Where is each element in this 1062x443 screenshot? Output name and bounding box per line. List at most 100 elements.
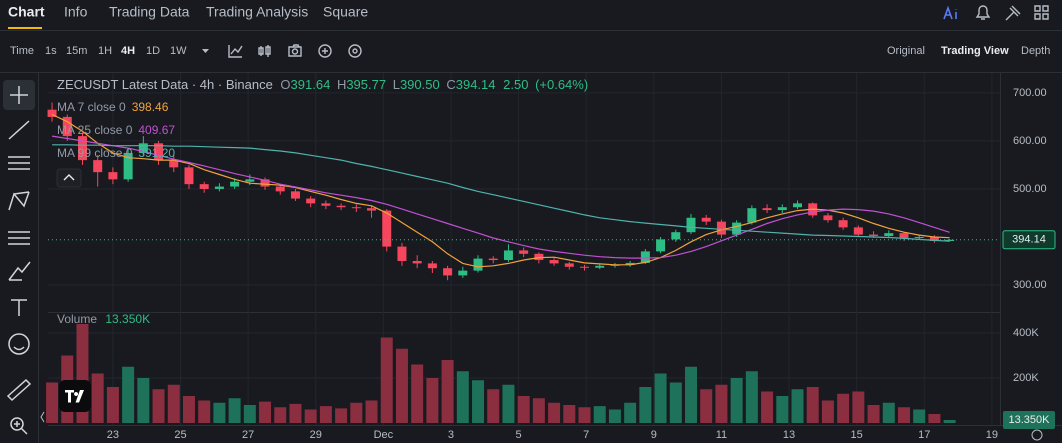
candle-body (169, 160, 179, 168)
volume-bar (776, 396, 789, 423)
ma-line (51, 113, 950, 268)
candle-body (519, 250, 529, 254)
volume-bar (943, 419, 956, 423)
candle-body (351, 207, 361, 209)
candle-body (945, 239, 955, 242)
volume-bar (472, 380, 485, 423)
volume-bar (213, 402, 226, 423)
dropdown-arrow[interactable] (202, 49, 209, 53)
x-tick-label: 29 (310, 429, 322, 441)
candle-body (549, 260, 559, 264)
candle-body (762, 208, 772, 211)
ohlc-label: H (337, 77, 346, 92)
interval[interactable]: 15m (66, 45, 87, 57)
left-toolbar (3, 73, 39, 443)
volume-bar (122, 366, 135, 423)
add-icon[interactable] (318, 44, 332, 58)
candle-body (62, 116, 72, 137)
candle-body (838, 220, 848, 228)
nav-tab[interactable]: Chart (8, 4, 45, 20)
pen-icon[interactable] (1005, 5, 1021, 21)
volume-bar (198, 400, 211, 423)
emoji-tool[interactable] (8, 333, 30, 355)
candle-body (747, 208, 757, 223)
camera-lens (291, 48, 299, 55)
nav-tab[interactable]: Trading Analysis (206, 4, 308, 20)
volume-bar (335, 408, 348, 423)
volume-bar (928, 414, 941, 423)
candle-body (412, 261, 422, 264)
candle-body (777, 207, 787, 211)
candle-body (732, 222, 742, 235)
candle-body (564, 263, 574, 267)
fib-tool[interactable] (8, 231, 30, 245)
grid-icon[interactable] (1034, 5, 1049, 20)
volume-bar (137, 378, 150, 423)
x-tick-label: 23 (107, 429, 119, 441)
volume-bar (882, 402, 895, 423)
interval: Time (10, 45, 34, 57)
volume-bar (685, 366, 698, 423)
volume-bar (548, 402, 561, 423)
candle-body (595, 265, 605, 268)
x-tick-label: 11 (716, 429, 727, 441)
indicator-icon[interactable] (228, 45, 243, 58)
hline-tool[interactable] (8, 156, 30, 170)
collapse-toolbar[interactable] (40, 411, 45, 423)
ohlc-label: C (446, 77, 455, 92)
view-option[interactable]: Trading View (941, 45, 1009, 57)
candle-body (138, 143, 148, 153)
candle-body (929, 236, 939, 242)
ai-icon[interactable] (943, 5, 957, 20)
interval[interactable]: 4H (121, 45, 135, 57)
volume-bar (837, 393, 850, 423)
interval[interactable]: 1D (146, 45, 160, 57)
zoom-tool[interactable] (10, 417, 24, 431)
volume-bar (852, 391, 865, 423)
last-volume-tag-bg (1003, 410, 1055, 429)
volume-bar (228, 398, 241, 423)
candle-body (367, 208, 377, 211)
candle-body (701, 217, 711, 222)
nav-tab[interactable]: Square (323, 4, 368, 20)
interval[interactable]: 1s (45, 45, 57, 57)
text-tool[interactable] (11, 299, 27, 316)
ruler-tool[interactable] (6, 378, 32, 402)
chart-legend: ZECUSDT Latest Data · 4h · Binance O391.… (57, 77, 588, 92)
volume-bar (152, 389, 165, 423)
nav-tab[interactable]: Info (64, 4, 88, 20)
crosshair-tool[interactable] (10, 86, 28, 104)
volume-bar (395, 348, 408, 423)
ma-name: MA 99 close 0 (57, 146, 133, 160)
x-tick-label: Dec (374, 429, 394, 441)
pattern-tool[interactable] (8, 191, 30, 211)
view-option[interactable]: Original (887, 45, 925, 57)
volume-legend: Volume 13.350K (57, 312, 150, 326)
settings-icon[interactable] (348, 44, 362, 58)
x-tick-label: 19 (986, 429, 998, 441)
candle-body (47, 109, 57, 117)
candle-body (199, 184, 209, 189)
candle-body (534, 253, 544, 261)
candle-body (382, 210, 392, 247)
line-tool[interactable] (8, 120, 30, 140)
camera-icon[interactable] (288, 44, 302, 57)
last-volume-tag: 13.350K (1009, 414, 1051, 426)
candle-body (899, 233, 909, 238)
x-tick-label: 17 (918, 429, 930, 441)
nav-tab[interactable]: Trading Data (109, 4, 190, 20)
bell-icon[interactable] (975, 5, 991, 20)
candle-body (275, 186, 285, 192)
candle-icon[interactable] (258, 45, 271, 57)
x-tick-label: 7 (583, 429, 589, 441)
brush-tool[interactable] (8, 261, 31, 281)
interval[interactable]: 1W (170, 45, 187, 57)
volume-bar (411, 364, 424, 423)
view-option[interactable]: Depth (1021, 45, 1050, 57)
interval[interactable]: 1H (98, 45, 112, 57)
collapse-legend[interactable] (56, 168, 82, 188)
volume-bar (593, 406, 606, 423)
axis-settings[interactable] (1031, 429, 1043, 441)
